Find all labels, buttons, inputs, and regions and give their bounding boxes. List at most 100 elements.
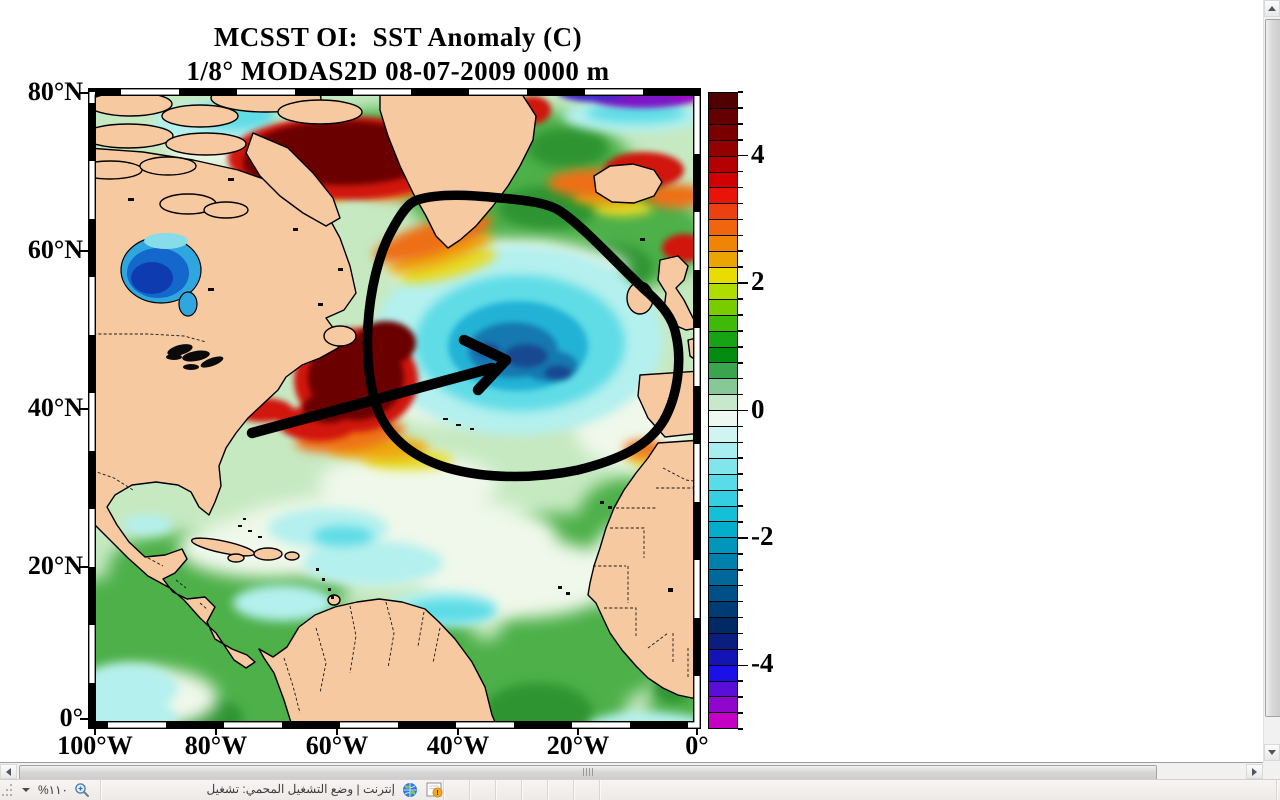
down-arrow-icon [1268, 750, 1276, 755]
annotation-arrow-head [458, 334, 512, 396]
colorbar-segment [709, 538, 737, 555]
colorbar-segment [709, 442, 737, 459]
right-arrow-icon [1252, 767, 1257, 776]
y-axis-tick [80, 566, 88, 568]
vertical-scrollbar-thumb[interactable] [1265, 19, 1280, 717]
colorbar-segment [709, 172, 737, 189]
colorbar-segment [709, 427, 737, 443]
colorbar-segment [709, 267, 737, 284]
colorbar-tick [738, 138, 743, 141]
colorbar-segment [709, 283, 737, 300]
status-pane [1276, 780, 1280, 800]
colorbar-tick [738, 664, 748, 667]
y-axis-label: 20°N [27, 551, 83, 580]
status-message-pane [599, 780, 1277, 800]
colorbar-segment [709, 458, 737, 475]
colorbar-segment [709, 411, 737, 428]
colorbar-segment [709, 156, 737, 173]
document-page: MCSST OI: SST Anomaly (C) 1/8° MODAS2D 0… [27, 22, 774, 760]
colorbar-tick [738, 393, 743, 396]
map-border [88, 88, 701, 729]
scroll-down-button[interactable] [1264, 744, 1280, 761]
colorbar-tick [738, 648, 743, 651]
figure-subtitle: 1/8° MODAS2D 08-07-2009 0000 m [186, 56, 610, 86]
colorbar-tick [738, 123, 743, 125]
x-axis-label: 0° [685, 731, 709, 760]
x-axis-tick [577, 728, 579, 735]
y-axis-tick [80, 92, 88, 94]
hudson-bay [120, 233, 202, 317]
y-axis-tick [80, 408, 88, 410]
thumb-grip [583, 768, 593, 776]
horizontal-scrollbar-thumb[interactable] [19, 765, 1157, 780]
svg-text:!: ! [436, 788, 439, 797]
colorbar-segment [709, 554, 737, 571]
colorbar-tick [738, 728, 743, 730]
colorbar-tick [738, 107, 743, 109]
colorbar-segment [709, 331, 737, 348]
y-axis-label: 40°N [27, 393, 83, 422]
protected-mode-page-icon: ! [426, 782, 443, 798]
status-pane [443, 780, 470, 800]
zoom-control[interactable]: %١١٠ [0, 780, 100, 800]
colorbar-tick [738, 298, 743, 300]
scroll-left-button[interactable] [0, 764, 17, 779]
x-axis-label: 60°W [305, 731, 369, 760]
colorbar-segment [709, 93, 737, 109]
colorbar-tick [738, 282, 748, 284]
y-axis-tick [80, 718, 88, 720]
protected-mode-pane [100, 780, 444, 800]
colorbar-segment [709, 697, 737, 714]
x-axis-label: 100°W [57, 731, 133, 760]
status-pane [521, 780, 548, 800]
colorbar-segment [709, 379, 737, 396]
colorbar-segment [709, 506, 737, 523]
colorbar-tick [738, 632, 743, 635]
y-axis-label: 0° [59, 703, 83, 732]
vertical-scrollbar[interactable] [1263, 0, 1280, 762]
x-axis-tick [94, 728, 96, 735]
zoom-dropdown-arrow[interactable] [22, 788, 30, 796]
colorbar-segment [709, 347, 737, 364]
colorbar-segment [709, 474, 737, 491]
x-axis-tick [336, 728, 338, 735]
internet-zone-globe-icon [403, 783, 417, 797]
x-axis-tick [215, 728, 217, 735]
sst-anomaly-map [88, 88, 701, 729]
annotation-arrow-shaft [246, 362, 498, 439]
colorbar-tick [738, 616, 743, 619]
resize-grip[interactable] [2, 784, 14, 798]
colorbar-tick [738, 361, 743, 364]
horizontal-scrollbar[interactable] [0, 762, 1263, 780]
scroll-right-button[interactable] [1246, 764, 1263, 779]
scrollbar-corner [1263, 762, 1280, 779]
colorbar-tick [738, 489, 743, 491]
annotation-ellipse [362, 190, 684, 482]
colorbar [708, 92, 738, 729]
status-pane [573, 780, 600, 800]
colorbar-segment [709, 665, 737, 682]
colorbar-segment [709, 236, 737, 253]
y-axis-label: 80°N [27, 77, 83, 106]
y-axis-tick [80, 250, 88, 252]
colorbar-segment [709, 204, 737, 221]
colorbar-tick [738, 537, 748, 539]
colorbar-segment [709, 586, 737, 602]
left-arrow-icon [6, 767, 11, 776]
colorbar-segment [709, 124, 737, 141]
colorbar-tick [738, 330, 743, 332]
figure-title: MCSST OI: SST Anomaly (C) [213, 22, 583, 52]
colorbar-tick [738, 314, 743, 316]
colorbar-segment [709, 633, 737, 650]
colorbar-segment [709, 220, 737, 237]
colorbar-tick [738, 680, 743, 683]
sst-field [95, 95, 694, 722]
scroll-up-button[interactable] [1264, 0, 1280, 17]
colorbar-tick-label: -4 [751, 648, 774, 679]
status-pane [469, 780, 496, 800]
status-bar: %١١٠ إنترنت | وضع التشغيل المحمي: تشغيل [0, 779, 1280, 800]
colorbar-tick [738, 696, 743, 698]
colorbar-segment [709, 315, 737, 332]
colorbar-segment [709, 602, 737, 618]
